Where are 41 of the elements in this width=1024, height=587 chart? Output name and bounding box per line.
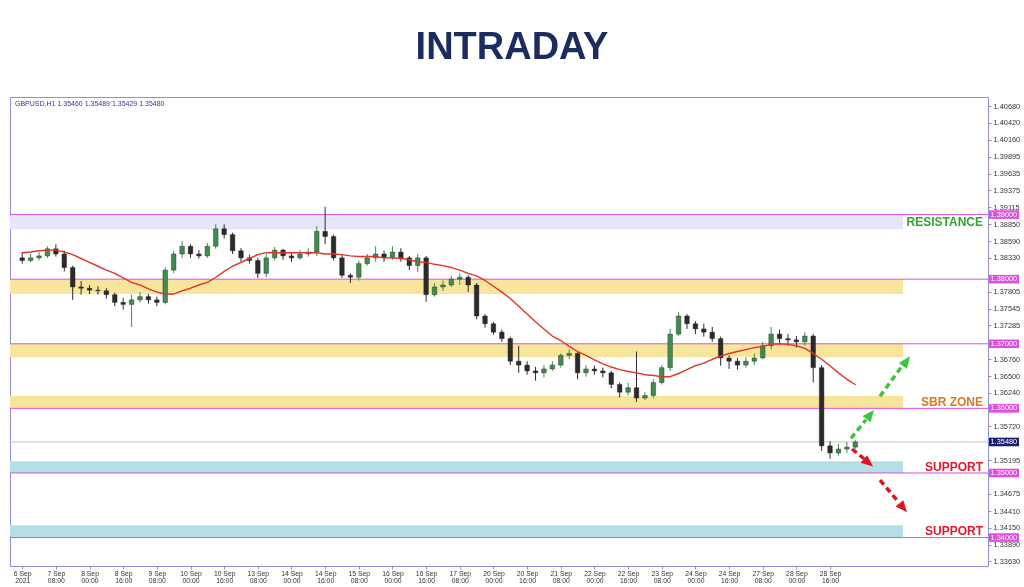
band-label: SUPPORT bbox=[924, 460, 984, 475]
candlestick bbox=[718, 336, 724, 367]
candlestick bbox=[642, 391, 648, 401]
candlestick bbox=[339, 253, 345, 279]
candlestick bbox=[263, 253, 269, 278]
candlestick bbox=[650, 378, 656, 399]
candlestick bbox=[827, 440, 833, 460]
candlestick bbox=[171, 250, 177, 274]
candlestick bbox=[36, 251, 42, 261]
candlestick bbox=[583, 364, 589, 378]
candlestick bbox=[196, 249, 202, 259]
candlestick bbox=[507, 336, 513, 366]
candlestick bbox=[179, 240, 185, 259]
candlestick bbox=[356, 259, 362, 281]
candlestick bbox=[230, 232, 236, 255]
band-label: RESISTANCE bbox=[906, 215, 983, 229]
candlestick bbox=[70, 265, 76, 301]
candlestick bbox=[516, 345, 522, 374]
candlestick bbox=[743, 356, 749, 369]
candlestick bbox=[331, 234, 337, 261]
candlestick bbox=[213, 223, 219, 250]
candlestick bbox=[844, 441, 850, 454]
candlestick bbox=[575, 351, 581, 380]
candlestick bbox=[440, 279, 446, 292]
candlestick bbox=[129, 294, 135, 328]
candlestick bbox=[322, 206, 328, 245]
candlestick bbox=[625, 382, 631, 396]
candlestick bbox=[314, 225, 320, 257]
band-label: SBR ZONE bbox=[920, 395, 983, 410]
candlestick bbox=[676, 311, 682, 337]
candlestick bbox=[95, 285, 101, 296]
candlestick bbox=[768, 326, 774, 351]
candlestick bbox=[255, 257, 261, 279]
candlestick bbox=[78, 280, 84, 296]
band-label: SUPPORT bbox=[924, 524, 984, 539]
chart-title: INTRADAY bbox=[415, 25, 609, 67]
candlestick bbox=[137, 291, 143, 303]
candlestick bbox=[541, 364, 547, 378]
candlestick bbox=[726, 354, 732, 370]
candlestick bbox=[634, 351, 639, 403]
candlestick bbox=[785, 333, 791, 347]
